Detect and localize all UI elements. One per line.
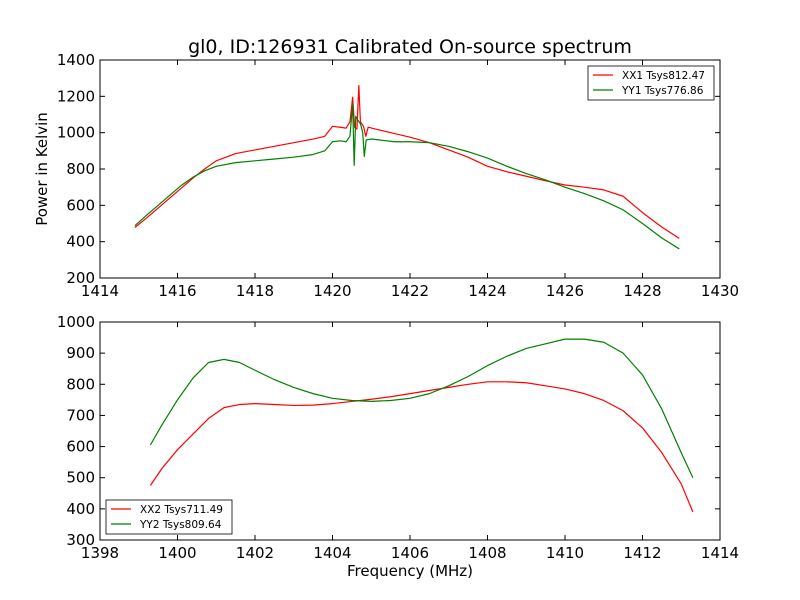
x-tick-label: 1428 [623,282,661,300]
y-tick-label: 1000 [57,124,95,142]
y-tick-label: 1400 [57,51,95,69]
x-tick-label: 1408 [468,544,506,562]
y-tick-label: 800 [66,375,95,393]
series-line-1 [149,381,694,513]
x-tick-label: 1398 [81,544,119,562]
y-tick-label: 400 [66,233,95,251]
x-tick-label: 1420 [313,282,351,300]
legend-label-1: XX1 Tsys812.47 [622,70,705,82]
x-tick-label: 1418 [236,282,274,300]
legend-box [587,65,715,101]
y-tick-label: 400 [66,500,95,518]
chart-title: gl0, ID:126931 Calibrated On-source spec… [188,36,632,58]
y-tick-label: 700 [66,406,95,424]
x-tick-label: 1402 [236,544,274,562]
x-tick-label: 1406 [391,544,429,562]
x-tick-label: 1414 [701,544,739,562]
y-tick-label: 600 [66,196,95,214]
x-tick-label: 1426 [546,282,584,300]
y-tick-label: 500 [66,469,95,487]
x-tick-label: 1414 [81,282,119,300]
x-tick-label: 1412 [623,544,661,562]
x-tick-label: 1400 [158,544,196,562]
x-tick-label: 1404 [313,544,351,562]
y-tick-label: 800 [66,160,95,178]
y-tick-label: 300 [66,531,95,549]
plot-upper: 1414 1416 1418 1420 1422 1424 1426 1428 1430 200 4… [33,51,739,300]
x-axis-label: Frequency (MHz) [347,562,473,580]
x-tick-label: 1430 [701,282,739,300]
series-line-2 [149,338,694,478]
y-tick-label: 900 [66,344,95,362]
x-tick-label: 1422 [391,282,429,300]
x-tick-label: 1410 [546,544,584,562]
series-line-1 [134,84,680,239]
series-line-2 [134,103,680,250]
y-tick-label: 200 [66,269,95,287]
legend-label-2: YY2 Tsys809.64 [139,519,222,531]
plot-lower: 1398 1400 1402 1404 1406 1408 1410 1412 1414 300 4… [57,313,739,580]
legend-box [105,499,233,535]
x-tick-label: 1424 [468,282,506,300]
x-tick-label: 1416 [158,282,196,300]
y-tick-label: 1000 [57,313,95,331]
legend-label-2: YY1 Tsys776.86 [621,85,704,97]
y-tick-label: 600 [66,438,95,456]
y-axis-label: Power in Kelvin [33,112,51,226]
legend-label-1: XX2 Tsys711.49 [140,504,223,516]
y-tick-label: 1200 [57,87,95,105]
